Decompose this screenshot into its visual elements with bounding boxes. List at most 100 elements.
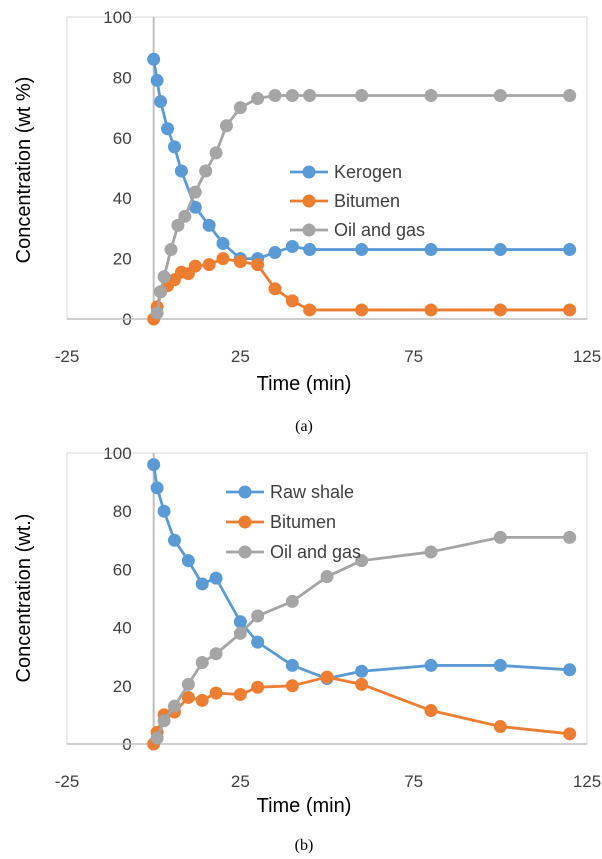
data-point: [424, 545, 438, 559]
data-point: [233, 626, 247, 640]
chart-a-series: [147, 52, 577, 326]
data-point: [285, 594, 299, 608]
data-point: [268, 282, 282, 296]
legend-item: Bitumen: [226, 512, 336, 532]
data-point: [355, 664, 369, 678]
data-point: [355, 303, 369, 317]
data-point: [285, 89, 299, 103]
data-point: [424, 658, 438, 672]
data-point: [320, 670, 334, 684]
legend-item: Kerogen: [290, 162, 402, 182]
y-tick-label: 20: [113, 677, 132, 696]
data-point: [251, 609, 265, 623]
y-tick-label: 100: [103, 444, 131, 463]
chart-b-x-axis-title: Time (min): [257, 795, 352, 817]
chart-a-y-ticks: 020406080100: [103, 8, 131, 329]
y-tick-label: 80: [113, 68, 132, 87]
data-point: [424, 704, 438, 718]
data-point: [154, 95, 168, 109]
data-point: [167, 140, 181, 154]
data-point: [167, 699, 181, 713]
data-point: [493, 243, 507, 257]
data-point: [355, 554, 369, 568]
data-point: [563, 663, 577, 677]
chart-b-x-ticks: -25 25 75 125: [55, 772, 601, 791]
data-point: [355, 89, 369, 103]
data-point: [424, 89, 438, 103]
data-point: [424, 243, 438, 257]
data-point: [209, 686, 223, 700]
legend-item: Bitumen: [290, 191, 400, 211]
data-point: [303, 89, 317, 103]
legend-item: Oil and gas: [226, 542, 361, 562]
chart-b-caption: (b): [295, 837, 314, 854]
data-point: [188, 259, 202, 273]
data-point: [493, 89, 507, 103]
data-point: [195, 693, 209, 707]
data-point: [233, 255, 247, 269]
data-point: [493, 303, 507, 317]
x-tick-label: 25: [231, 347, 250, 366]
series-kerogen: [147, 52, 577, 266]
data-point: [303, 243, 317, 257]
chart-b-legend: Raw shale Bitumen Oil and gas: [226, 482, 361, 562]
y-tick-label: 100: [103, 8, 131, 27]
data-point: [251, 258, 265, 272]
legend-label: Bitumen: [334, 191, 400, 211]
data-point: [178, 209, 192, 223]
chart-a-x-ticks: -25 25 75 125: [55, 347, 601, 366]
data-point: [268, 89, 282, 103]
data-point: [147, 458, 161, 472]
data-point: [285, 294, 299, 308]
data-point: [157, 504, 171, 518]
data-point: [161, 122, 175, 136]
legend-label: Bitumen: [270, 512, 336, 532]
data-point: [424, 303, 438, 317]
data-point: [251, 92, 265, 106]
legend-label: Oil and gas: [334, 220, 425, 240]
data-point: [171, 218, 185, 232]
legend-label: Kerogen: [334, 162, 402, 182]
legend-item: Oil and gas: [290, 220, 425, 240]
legend-marker: [302, 223, 316, 237]
data-point: [233, 615, 247, 629]
chart-a-legend: Kerogen Bitumen Oil and gas: [290, 162, 425, 240]
chart-a-plot-area: [66, 16, 588, 320]
data-point: [268, 246, 282, 260]
data-point: [493, 720, 507, 734]
data-point: [181, 690, 195, 704]
data-point: [174, 164, 188, 178]
data-point: [285, 679, 299, 693]
data-point: [157, 714, 171, 728]
data-point: [355, 243, 369, 257]
data-point: [209, 647, 223, 661]
legend-item: Raw shale: [226, 482, 354, 502]
chart-b-series: [147, 458, 577, 751]
data-point: [209, 146, 223, 160]
y-tick-label: 60: [113, 129, 132, 148]
data-point: [233, 101, 247, 115]
series-oil-and-gas: [150, 89, 577, 320]
legend-marker: [238, 515, 252, 529]
x-tick-label: -25: [55, 347, 80, 366]
chart-b-y-ticks: 020406080100: [103, 444, 131, 754]
data-point: [493, 530, 507, 544]
chart-a-x-axis-title: Time (min): [257, 373, 352, 395]
data-point: [147, 52, 161, 66]
data-point: [355, 677, 369, 691]
y-tick-label: 20: [113, 250, 132, 269]
data-point: [233, 688, 247, 702]
data-point: [303, 303, 317, 317]
legend-marker: [238, 485, 252, 499]
legend-label: Raw shale: [270, 482, 354, 502]
data-point: [563, 303, 577, 317]
data-point: [150, 306, 164, 320]
chart-a-y-axis-title: Concentration (wt %): [13, 77, 35, 264]
x-tick-label: 75: [404, 772, 423, 791]
data-point: [164, 243, 178, 257]
data-point: [150, 481, 164, 495]
series-bitumen: [147, 670, 577, 751]
data-point: [285, 240, 299, 254]
